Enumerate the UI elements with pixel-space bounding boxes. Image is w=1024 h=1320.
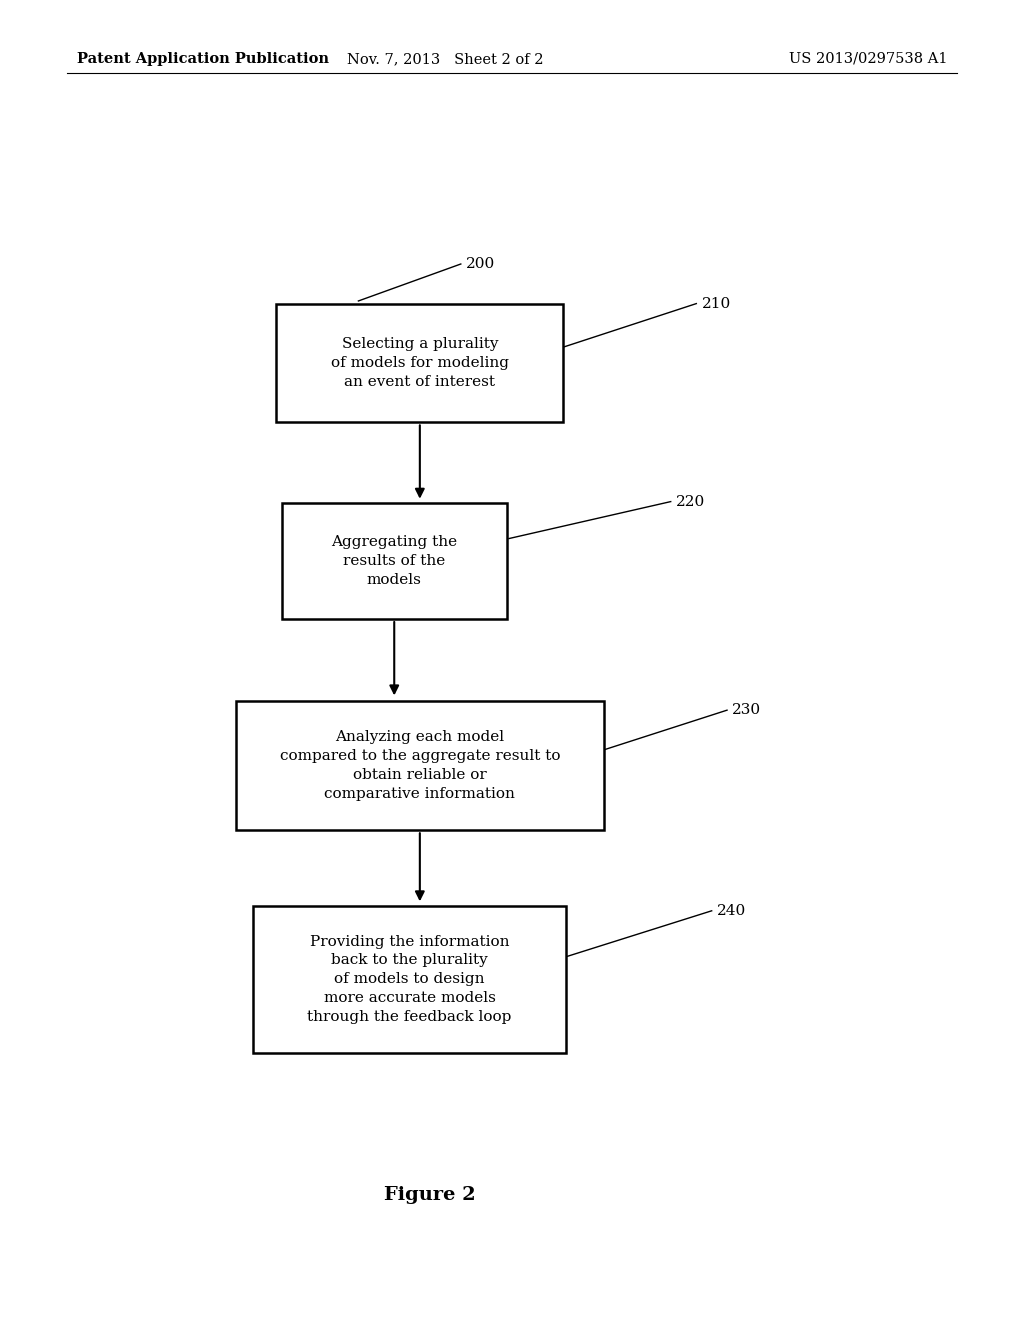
Text: 200: 200 <box>466 257 496 271</box>
Text: 220: 220 <box>676 495 706 508</box>
Bar <box>282 503 507 619</box>
Text: 230: 230 <box>732 704 761 717</box>
Bar <box>236 701 604 830</box>
Text: Aggregating the
results of the
models: Aggregating the results of the models <box>331 535 458 587</box>
Text: US 2013/0297538 A1: US 2013/0297538 A1 <box>788 51 947 66</box>
Text: 210: 210 <box>701 297 731 310</box>
Bar <box>254 906 565 1053</box>
Text: Patent Application Publication: Patent Application Publication <box>77 51 329 66</box>
Text: Nov. 7, 2013   Sheet 2 of 2: Nov. 7, 2013 Sheet 2 of 2 <box>347 51 544 66</box>
Text: 240: 240 <box>717 904 746 917</box>
Text: Analyzing each model
compared to the aggregate result to
obtain reliable or
comp: Analyzing each model compared to the agg… <box>280 730 560 801</box>
Text: Figure 2: Figure 2 <box>384 1185 476 1204</box>
Text: Providing the information
back to the plurality
of models to design
more accurat: Providing the information back to the pl… <box>307 935 512 1024</box>
Bar <box>276 304 563 422</box>
Text: Selecting a plurality
of models for modeling
an event of interest: Selecting a plurality of models for mode… <box>331 337 509 389</box>
